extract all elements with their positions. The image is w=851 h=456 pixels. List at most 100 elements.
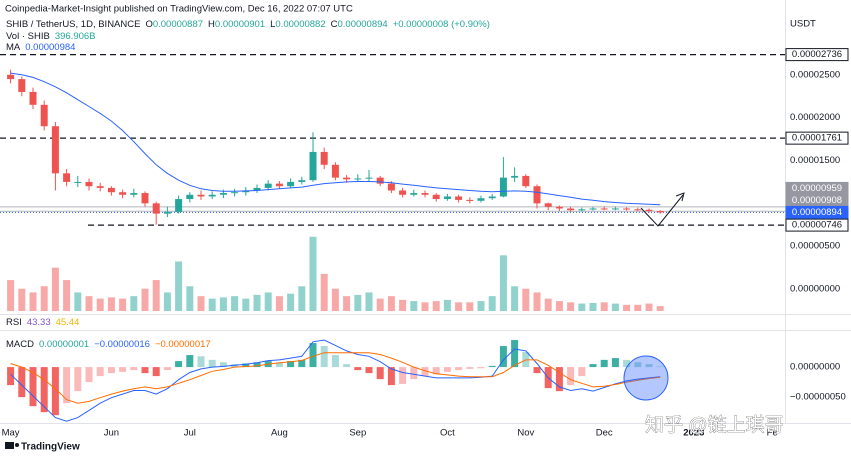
volume-bar — [264, 292, 272, 311]
candle-body — [96, 186, 104, 188]
volume-bar — [231, 296, 239, 311]
candle-body — [499, 177, 507, 197]
candle-body — [455, 196, 463, 200]
logo-mark — [5, 442, 14, 449]
macd-value: −0.00000016 — [94, 339, 150, 350]
macd-histogram-bar — [399, 367, 407, 384]
macd-histogram-bar — [365, 367, 373, 374]
candle-body — [175, 199, 183, 212]
candle-body — [152, 203, 160, 214]
y-tick-label: −0.00000050 — [790, 392, 846, 403]
macd-histogram-bar — [96, 367, 104, 377]
candle-body — [522, 175, 530, 187]
volume-bar — [343, 296, 351, 311]
rsi-value: 43.33 — [27, 317, 51, 328]
candle-body — [343, 177, 351, 180]
ohlc-key: C — [331, 19, 338, 30]
volume-bar — [499, 255, 507, 311]
macd-histogram-bar — [51, 367, 59, 416]
volume-bar — [96, 298, 104, 311]
volume-name: Vol · SHIB — [6, 31, 50, 42]
macd-histogram-bar — [197, 356, 205, 368]
ohlc-value: 0.00000882 — [275, 19, 325, 30]
volume-bar — [309, 236, 317, 311]
macd-histogram-bar — [634, 362, 642, 368]
macd-histogram-bar — [455, 367, 463, 371]
volume-bar — [466, 302, 474, 311]
price-tag-label: 0.00002736 — [792, 49, 842, 60]
logo-mark — [15, 443, 19, 447]
candle-body — [421, 193, 429, 195]
volume-bar — [544, 298, 552, 311]
candle-body — [107, 187, 115, 193]
currency: USDT — [790, 19, 816, 30]
y-tick-label: 0.00002500 — [790, 69, 840, 80]
candle-body — [623, 208, 631, 210]
macd-histogram-bar — [533, 367, 541, 374]
candle-body — [645, 209, 653, 212]
price-tag — [785, 205, 849, 219]
signal-line — [10, 352, 661, 404]
volume-bar — [511, 286, 519, 311]
candle-body — [656, 211, 664, 213]
candle-body — [376, 177, 384, 184]
highlight-circle — [623, 355, 669, 401]
candle-body — [63, 173, 71, 182]
macd-histogram-bar — [320, 346, 328, 368]
candle-body — [354, 178, 362, 180]
candle-body — [533, 186, 541, 204]
macd-histogram-bar — [410, 367, 418, 380]
candle-body — [600, 208, 608, 210]
volume-bar — [488, 296, 496, 311]
volume-bar — [85, 296, 93, 311]
macd-histogram-bar — [186, 355, 194, 368]
macd-histogram-bar — [443, 367, 451, 372]
candle-body — [7, 74, 15, 80]
macd-histogram-bar — [331, 355, 339, 368]
macd-histogram-bar — [7, 367, 15, 386]
candle-body — [40, 104, 48, 127]
macd-histogram-bar — [343, 364, 351, 368]
macd-histogram-bar — [354, 367, 362, 371]
volume-bar — [656, 306, 664, 311]
macd-histogram-bar — [175, 361, 183, 368]
macd-histogram-bar — [29, 367, 37, 407]
volume-bar — [365, 292, 373, 311]
x-tick-label: Fe — [767, 428, 778, 439]
candle-body — [130, 193, 138, 195]
ohlc-value: 0.00000887 — [153, 19, 203, 30]
x-tick-label: Aug — [271, 428, 288, 439]
macd-histogram-bar — [466, 367, 474, 369]
macd-histogram-bar — [40, 367, 48, 413]
brand: TradingView — [21, 442, 80, 453]
volume-bar — [51, 267, 59, 311]
candle-body — [578, 209, 586, 211]
volume-bar — [522, 288, 530, 311]
macd-histogram-bar — [421, 367, 429, 377]
macd-histogram-bar — [163, 367, 171, 371]
candle-body — [555, 206, 563, 209]
ohlc-value: 0.00000894 — [338, 19, 388, 30]
ma-name: MA — [6, 42, 21, 53]
x-tick-label: Jul — [184, 428, 196, 439]
candle-body — [264, 183, 272, 188]
candle-body — [74, 181, 82, 183]
volume-bar — [331, 288, 339, 311]
candle-body — [320, 151, 328, 165]
volume-bar — [399, 299, 407, 311]
volume-bar — [119, 298, 127, 311]
drawings: 知乎 @链上琪哥 — [623, 192, 784, 436]
volume-bar — [152, 280, 160, 311]
candle-body — [298, 180, 306, 182]
ohlc-key: H — [208, 19, 215, 30]
macd-histogram-bar — [511, 340, 519, 368]
candle-body — [275, 183, 283, 187]
price-tag — [785, 218, 849, 232]
volume-bar — [7, 280, 15, 311]
price-tag-label: 0.00000894 — [792, 207, 842, 218]
volume-bar — [29, 292, 37, 311]
macd-histogram-bar — [488, 365, 496, 368]
macd-histogram-bar — [298, 359, 306, 368]
